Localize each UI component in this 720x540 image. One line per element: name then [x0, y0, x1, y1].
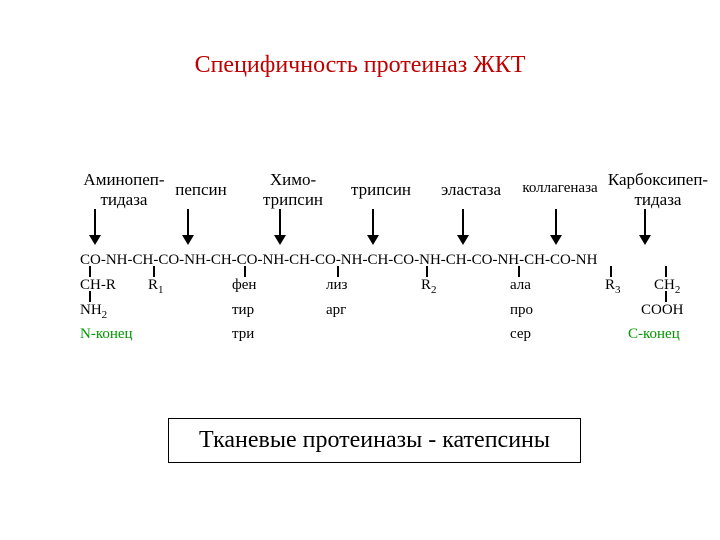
chem-label: C-конец: [628, 326, 680, 343]
enzyme-label: эластаза: [431, 180, 511, 200]
enzyme-label: Химо-трипсин: [253, 170, 333, 209]
enzyme-label: пепсин: [166, 180, 236, 200]
chem-label: арг: [326, 302, 346, 319]
chem-label: R1: [148, 277, 164, 296]
chem-label: лиз: [326, 277, 347, 294]
chem-label: CH2: [654, 277, 680, 296]
chem-label: CH-R: [80, 277, 116, 294]
chem-label: R2: [421, 277, 437, 296]
cleavage-arrow: [462, 209, 464, 239]
chem-label: сер: [510, 326, 531, 343]
bond-bar: [665, 266, 667, 277]
chem-label: тир: [232, 302, 254, 319]
diagram-title: Специфичность протеиназ ЖКТ: [0, 52, 720, 79]
bond-bar: [244, 266, 246, 277]
cleavage-arrow: [372, 209, 374, 239]
bond-bar: [337, 266, 339, 277]
cleavage-arrow: [94, 209, 96, 239]
enzyme-label: Аминопеп-тидаза: [74, 170, 174, 209]
bond-bar: [518, 266, 520, 277]
chem-label: ала: [510, 277, 531, 294]
footer-box: Тканевые протеиназы - катепсины: [168, 418, 581, 463]
cleavage-arrow: [187, 209, 189, 239]
cleavage-arrow: [279, 209, 281, 239]
bond-bar: [89, 266, 91, 277]
chem-label: фен: [232, 277, 256, 294]
bond-bar: [610, 266, 612, 277]
enzyme-label: Карбоксипеп-тидаза: [598, 170, 718, 209]
cleavage-arrow: [644, 209, 646, 239]
enzyme-label: коллагеназа: [515, 180, 605, 197]
bond-bar: [153, 266, 155, 277]
bond-bar: [426, 266, 428, 277]
chem-label: про: [510, 302, 533, 319]
chem-label: NH2: [80, 302, 107, 321]
enzyme-label: трипсин: [346, 180, 416, 200]
chem-label: COOH: [641, 302, 684, 319]
chem-label: N-конец: [80, 326, 133, 343]
cleavage-arrow: [555, 209, 557, 239]
chem-label: R3: [605, 277, 621, 296]
chem-label: три: [232, 326, 254, 343]
